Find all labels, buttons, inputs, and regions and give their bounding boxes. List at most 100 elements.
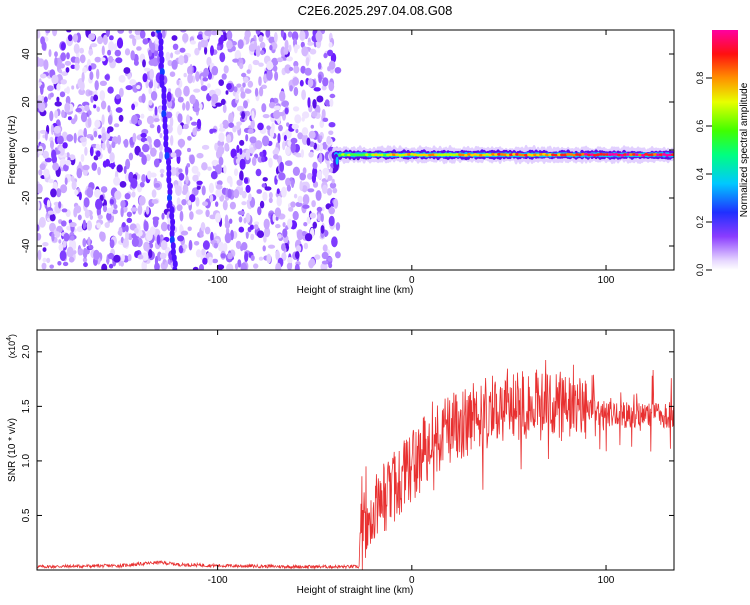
heatmap-cell [278,172,286,181]
heatmap-cell [183,72,187,78]
colorbar-tick-label: 0.8 [695,72,705,85]
heatmap-cell [167,60,173,67]
heatmap-cell [104,222,110,228]
heatmap-cell [37,56,41,67]
heatmap-cell [167,99,173,109]
heatmap-cell [226,263,234,270]
heatmap-cell [182,123,189,130]
heatmap-cell [127,254,132,262]
heatmap-cell [177,138,186,148]
heatmap-cell [302,185,308,193]
heatmap-cell [145,205,150,215]
heatmap-band-core [536,153,541,157]
heatmap-cell [191,165,199,174]
heatmap-cell [161,30,166,39]
heatmap-cell [311,200,316,208]
heatmap-cell [306,216,311,223]
heatmap-cell [224,232,232,244]
heatmap-cell [124,193,131,200]
heatmap-cell [291,31,299,41]
heatmap-cell [258,35,264,43]
heatmap-cell [282,222,286,228]
heatmap-cell [82,66,87,74]
heatmap-cell [182,244,188,250]
heatmap-cell [315,31,323,43]
snr-ytick-label: 1.0 [21,454,32,468]
heatmap-streak-cell [169,212,175,220]
heatmap-cell [294,114,302,124]
heatmap-cell [229,201,236,210]
heatmap-cell [253,263,259,269]
heatmap-cell [141,252,149,261]
heatmap-cell [83,262,88,268]
heatmap-cell [256,45,261,53]
heatmap-cell [137,119,142,126]
heatmap-cell [142,143,150,153]
heatmap-cell [43,96,48,103]
heatmap-cell [46,257,51,264]
heatmap-cell [61,71,69,76]
heatmap-cell [65,159,72,166]
heatmap-cell [143,241,150,252]
heatmap-cell [273,105,281,111]
heatmap-band-core [578,153,583,157]
heatmap-cell [291,179,295,189]
heatmap-cell [38,102,46,113]
heatmap-cell [295,251,300,260]
heatmap-cell [62,240,67,248]
heatmap-cell [210,30,218,36]
heatmap-band-core [428,153,433,157]
heatmap-cell [274,207,282,218]
heatmap-cell [106,212,112,221]
heatmap-cell [226,40,233,50]
heatmap-cell [289,85,293,92]
heatmap-cell [242,82,246,88]
heatmap-cell [94,119,101,128]
heatmap-band-core [443,153,448,157]
heatmap-cell [247,128,254,134]
heatmap-cell [259,151,264,157]
heatmap-cell [116,134,122,145]
heatmap-cell [322,244,328,252]
heatmap-cell [51,232,55,242]
heatmap-cell [196,152,204,159]
heatmap-cell [211,159,219,167]
heatmap-cell [156,124,161,134]
heatmap-cell [314,254,321,260]
heatmap-band-core [392,153,397,157]
heatmap-cell [296,245,302,253]
heatmap-cell [291,123,299,130]
heatmap-cell [170,52,174,59]
heatmap-cell [195,197,200,207]
heatmap-band-core [350,153,355,156]
heatmap-cell [125,85,133,91]
heatmap-cell [327,257,333,262]
heatmap-cell [214,164,223,175]
heatmap-streak-cell [169,206,175,214]
heatmap-streak-cell [169,230,175,238]
heatmap-cell [201,248,206,256]
heatmap-cell [108,263,114,269]
heatmap-cell [286,122,290,127]
heatmap-cell [42,247,47,253]
heatmap-cell [262,245,266,252]
heatmap-cell [202,201,209,207]
heatmap-cell [187,147,191,153]
heatmap-cell [100,186,108,193]
heatmap-cell [220,34,224,42]
heatmap-cell [200,75,204,87]
heatmap-cell [191,121,198,126]
heatmap-cell [275,250,280,261]
heatmap-cell [261,183,266,188]
heatmap-cell [295,201,303,207]
heatmap-cell [160,240,168,251]
heatmap-cell [170,152,177,158]
heatmap-cell [76,168,83,179]
heatmap-cell [319,152,323,164]
heatmap-band-core [617,153,622,157]
heatmap-cell [250,255,255,261]
heatmap-cell [123,138,129,148]
heatmap-cell [41,41,47,51]
heatmap-cell [98,134,102,139]
heatmap-cell [94,56,102,63]
